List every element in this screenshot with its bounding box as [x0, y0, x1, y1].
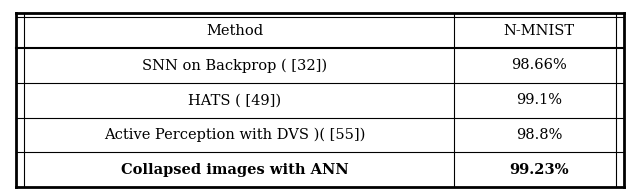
Text: 98.66%: 98.66%	[511, 58, 567, 72]
Text: 99.23%: 99.23%	[509, 163, 569, 177]
Text: 98.8%: 98.8%	[516, 128, 562, 142]
Text: N-MNIST: N-MNIST	[503, 24, 575, 38]
Text: SNN on Backprop ( [32]): SNN on Backprop ( [32])	[142, 58, 328, 73]
Text: HATS ( [49]): HATS ( [49])	[188, 93, 282, 107]
Text: 99.1%: 99.1%	[516, 93, 562, 107]
Text: Collapsed images with ANN: Collapsed images with ANN	[121, 163, 349, 177]
Text: Active Perception with DVS )( [55]): Active Perception with DVS )( [55])	[104, 128, 365, 142]
Text: Method: Method	[206, 24, 264, 38]
